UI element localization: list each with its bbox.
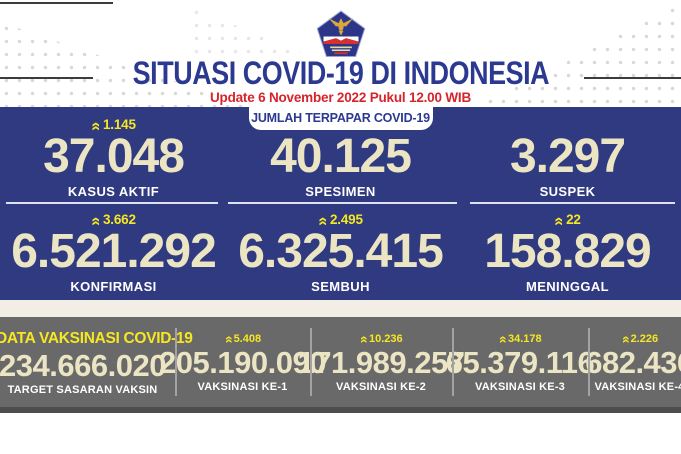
vaccination-panel-bottom-edge xyxy=(0,407,681,413)
stat-delta: »34.178 xyxy=(494,332,542,345)
stat-label: VAKSINASI KE-3 xyxy=(475,380,565,393)
header: SITUASI COVID-19 DI INDONESIA Update 6 N… xyxy=(0,0,681,107)
stat-delta: »2.495 xyxy=(313,211,363,227)
stat-value: 6.325.415 xyxy=(238,224,444,278)
stat-value: 40.125 xyxy=(270,129,412,183)
double-chevron-up-icon: » xyxy=(617,335,633,343)
covid-stats-row-1: »1.145 37.048 KASUS AKTIF 40.125 SPESIME… xyxy=(0,111,681,203)
stat-delta: »10.236 xyxy=(355,332,403,345)
stat-label: VAKSINASI KE-4 xyxy=(594,380,681,393)
dot-pattern-center xyxy=(190,6,320,61)
stat-vaksinasi-ke-2: »10.236 171.989.257 VAKSINASI KE-2 xyxy=(298,317,465,407)
title-rule-left xyxy=(0,77,93,79)
stat-label: TARGET SASARAN VAKSIN xyxy=(7,384,158,396)
vaccination-panel: DATA VAKSINASI COVID-19 234.666.020 TARG… xyxy=(0,317,681,407)
double-chevron-up-icon: » xyxy=(220,335,236,343)
vaccination-panel-title: DATA VAKSINASI COVID-19 xyxy=(0,330,193,347)
stat-meninggal: »22 158.829 MENINGGAL xyxy=(454,206,681,298)
stat-value: 65.379.116 xyxy=(445,344,595,380)
stat-vaksinasi-ke-4: »2.226 682.436 VAKSINASI KE-4 xyxy=(585,317,681,407)
stat-label: VAKSINASI KE-1 xyxy=(197,380,288,393)
double-chevron-up-icon: » xyxy=(549,216,568,226)
stat-value: 6.521.292 xyxy=(11,224,217,278)
footer-blank xyxy=(0,413,681,454)
stat-value: 37.048 xyxy=(43,129,185,183)
stat-value: 205.190.090 xyxy=(159,344,326,380)
stat-sembuh: »2.495 6.325.415 SEMBUH xyxy=(227,206,454,298)
stat-target-sasaran-vaksin: DATA VAKSINASI COVID-19 234.666.020 TARG… xyxy=(0,317,193,407)
stat-delta: »5.408 xyxy=(220,332,262,345)
stat-label: SEMBUH xyxy=(311,278,370,294)
top-edge-line xyxy=(0,2,113,4)
stat-konfirmasi: »3.662 6.521.292 KONFIRMASI xyxy=(0,206,227,298)
double-chevron-up-icon: » xyxy=(355,335,371,343)
row-divider xyxy=(470,202,675,204)
stat-value: 3.297 xyxy=(509,129,626,183)
double-chevron-up-icon: » xyxy=(86,216,105,226)
jumlah-terpapar-badge: JUMLAH TERPAPAR COVID-19 xyxy=(248,107,433,130)
stat-value: 682.436 xyxy=(585,344,681,380)
page-title: SITUASI COVID-19 DI INDONESIA xyxy=(132,55,549,91)
stat-spesimen: 40.125 SPESIMEN xyxy=(227,111,454,203)
stat-suspek: 3.297 SUSPEK xyxy=(454,111,681,203)
stat-vaksinasi-ke-1: »5.408 205.190.090 VAKSINASI KE-1 xyxy=(159,317,326,407)
stat-value: 234.666.020 xyxy=(0,348,166,383)
stat-label: SUSPEK xyxy=(539,183,596,199)
stat-delta: »22 xyxy=(549,211,581,227)
double-chevron-up-icon: » xyxy=(494,335,510,343)
column-divider xyxy=(310,328,312,396)
covid-stats-row-2: »3.662 6.521.292 KONFIRMASI »2.495 6.325… xyxy=(0,206,681,298)
double-chevron-up-icon: » xyxy=(313,216,332,226)
stat-label: VAKSINASI KE-2 xyxy=(336,380,426,393)
stat-vaksinasi-ke-3: »34.178 65.379.116 VAKSINASI KE-3 xyxy=(446,317,595,407)
stat-delta: »1.145 xyxy=(86,116,136,132)
stat-kasus-aktif: »1.145 37.048 KASUS AKTIF xyxy=(0,111,227,203)
stat-label: MENINGGAL xyxy=(525,278,610,294)
stat-label: KASUS AKTIF xyxy=(67,183,160,199)
title-rule-right xyxy=(584,77,681,79)
column-divider xyxy=(452,328,454,396)
column-divider xyxy=(588,328,590,396)
covid-stats-panel: JUMLAH TERPAPAR COVID-19 »1.145 37.048 K… xyxy=(0,107,681,300)
row-divider xyxy=(6,202,218,204)
double-chevron-up-icon: » xyxy=(86,121,105,131)
stat-delta: »2.226 xyxy=(617,332,659,345)
row-divider xyxy=(228,202,457,204)
stat-value: 158.829 xyxy=(484,224,652,278)
stat-label: KONFIRMASI xyxy=(70,278,157,294)
update-timestamp: Update 6 November 2022 Pukul 12.00 WIB xyxy=(209,90,471,105)
column-divider xyxy=(175,328,177,396)
stat-value: 171.989.257 xyxy=(297,344,465,380)
stat-label: SPESIMEN xyxy=(305,183,376,199)
section-gap xyxy=(0,300,681,317)
satgas-covid19-pentagon-logo-icon xyxy=(316,9,366,64)
stat-delta: »3.662 xyxy=(86,211,136,227)
